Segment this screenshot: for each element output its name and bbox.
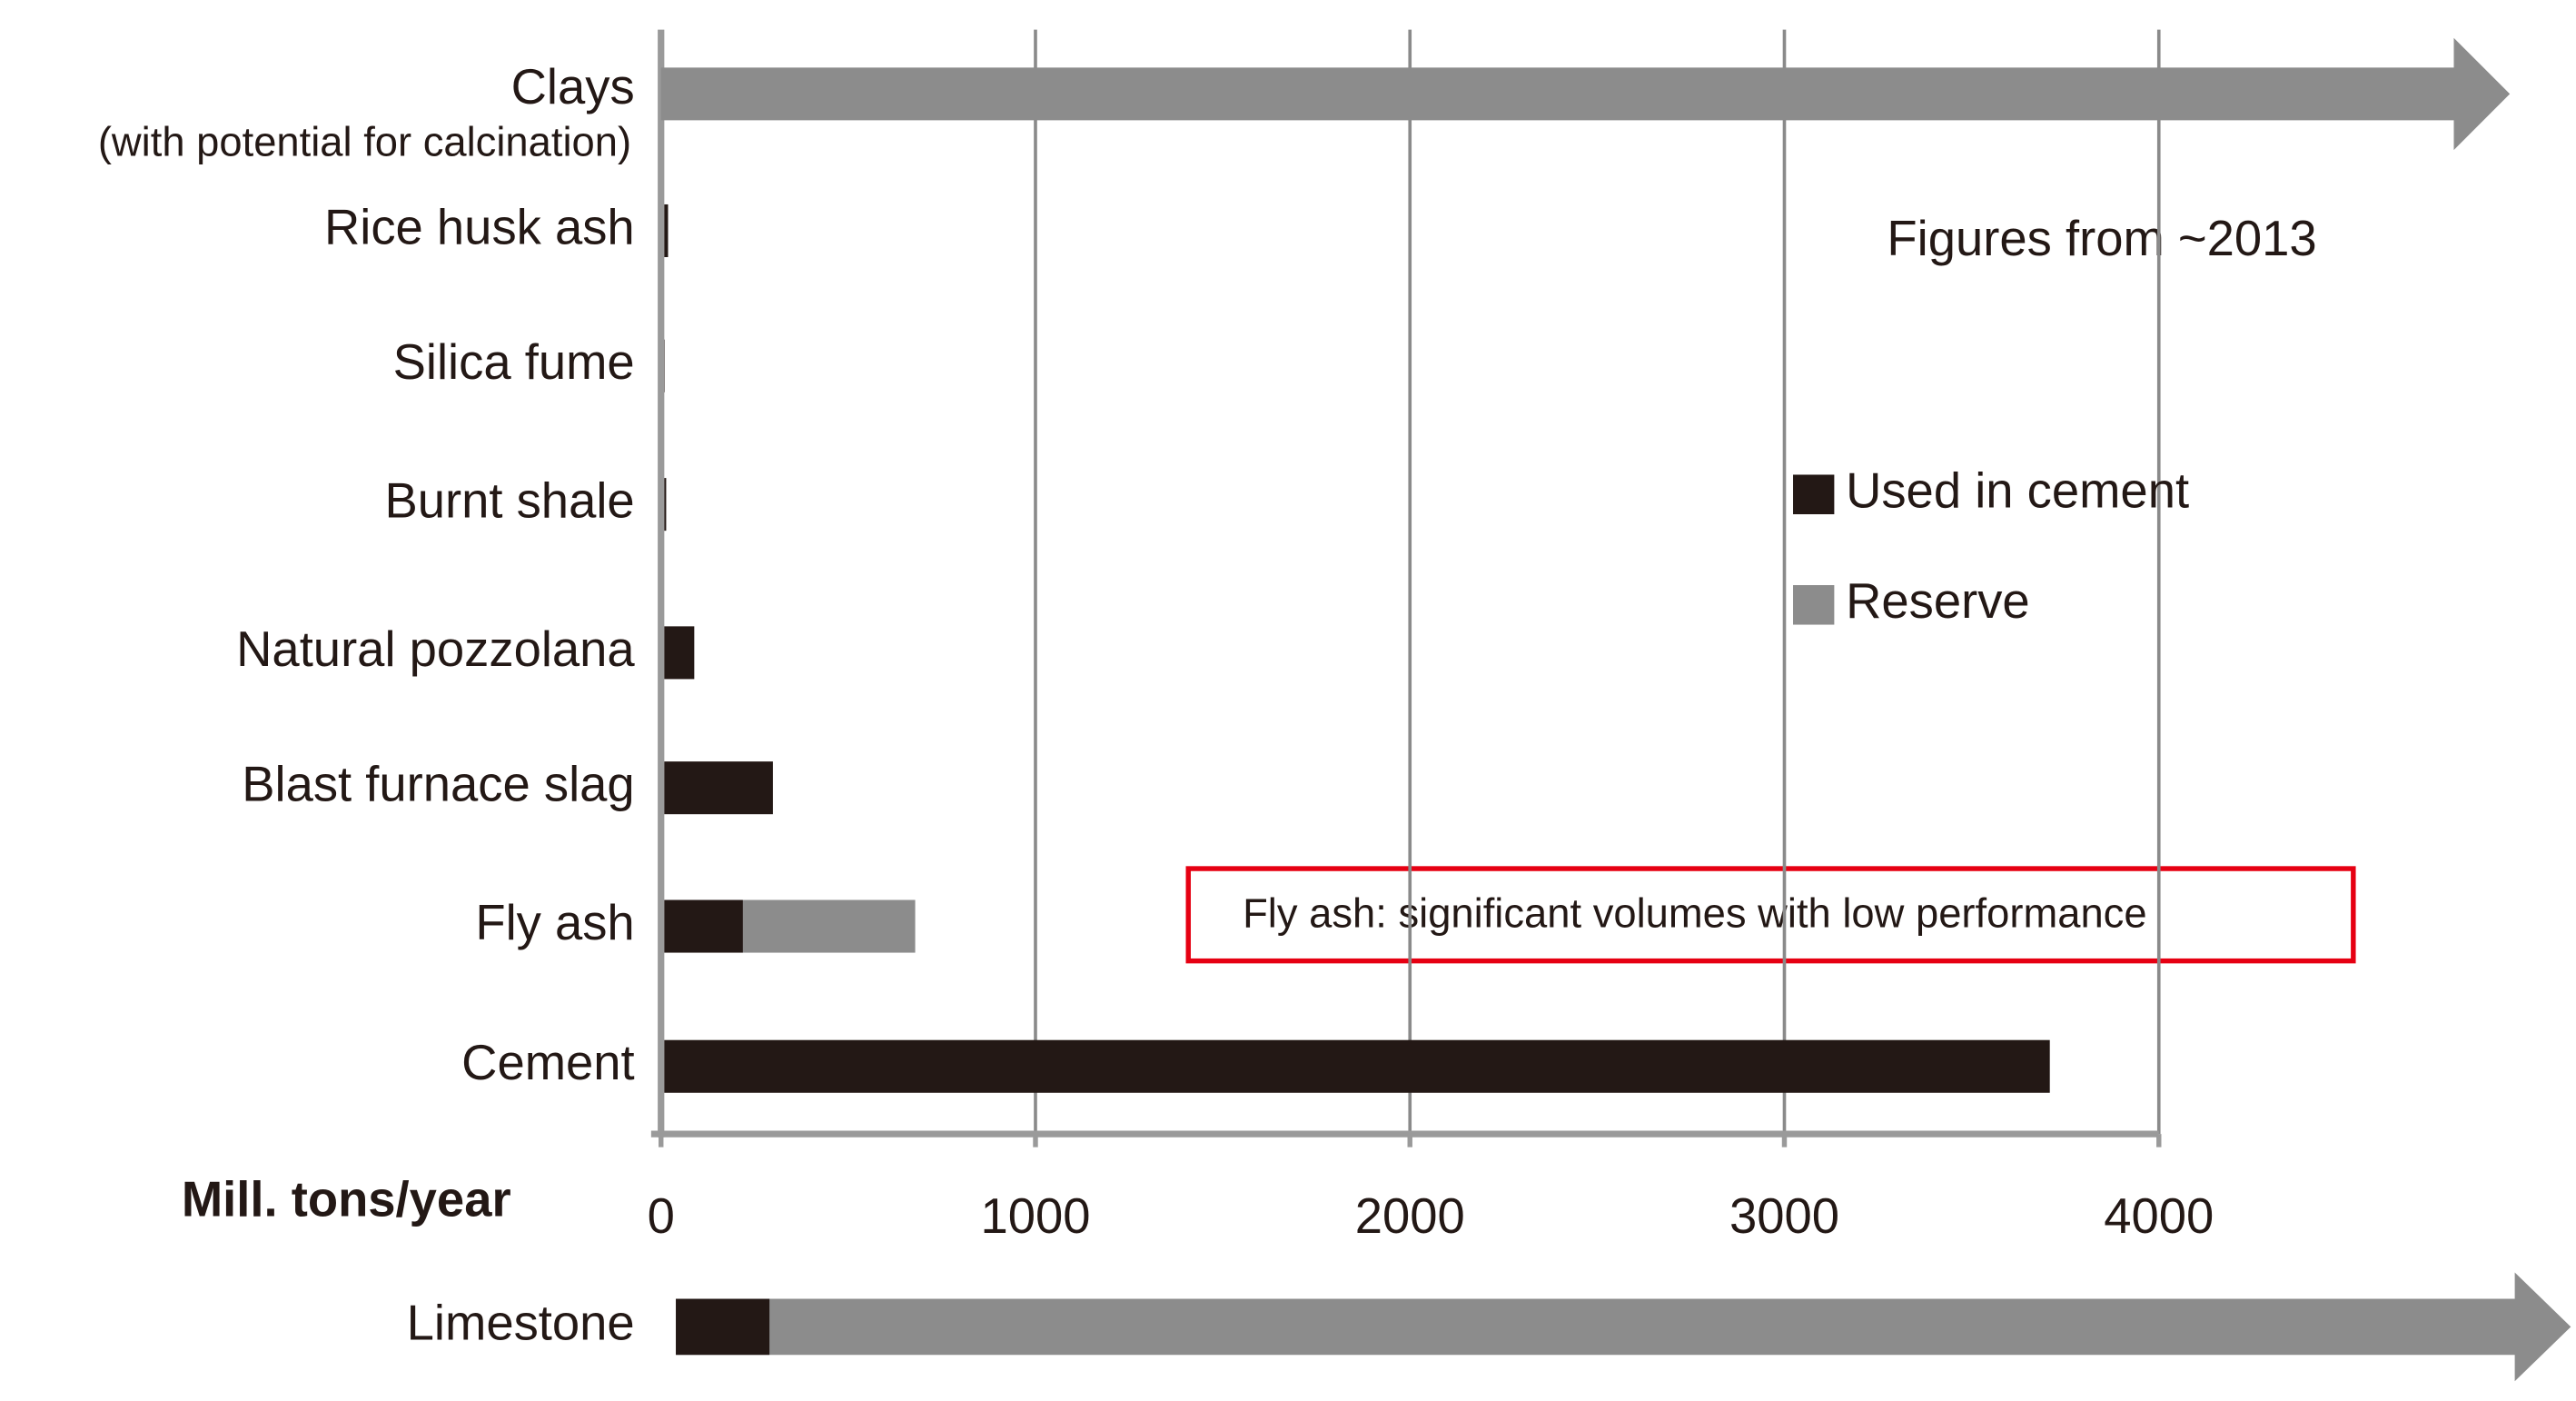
- open-ended-arrow: [660, 37, 2511, 151]
- bar-segment: [664, 478, 667, 532]
- bar-segment: [664, 899, 743, 953]
- x-axis-label: Mill. tons/year: [182, 1172, 511, 1227]
- legend-label: Reserve: [1846, 573, 2030, 629]
- x-tick-label: 1000: [980, 1188, 1090, 1244]
- x-tick-label: 0: [648, 1188, 675, 1244]
- category-label: Clays: [511, 59, 635, 114]
- bar-segment: [676, 1298, 770, 1356]
- category-label: Natural pozzolana: [236, 621, 635, 677]
- legend-swatch: [1793, 474, 1835, 515]
- bar-segment: [742, 899, 916, 953]
- open-ended-arrow: [676, 1272, 2571, 1382]
- bar-segment: [664, 626, 695, 680]
- category-label: Rice husk ash: [324, 199, 635, 254]
- bar-segment: [664, 761, 773, 815]
- legend-swatch: [1793, 585, 1835, 625]
- bar-segment: [664, 1039, 2050, 1093]
- x-tick-label: 4000: [2104, 1188, 2214, 1244]
- legend-label: Used in cement: [1846, 463, 2189, 519]
- x-tick-label: 3000: [1729, 1188, 1839, 1244]
- category-label: Cement: [461, 1035, 635, 1090]
- x-tick-label: 2000: [1355, 1188, 1465, 1244]
- callout-box: [1185, 866, 2356, 964]
- category-label: Silica fume: [393, 334, 635, 390]
- category-label: Limestone: [407, 1296, 635, 1351]
- callout: Fly ash: significant volumes with low pe…: [1243, 890, 2146, 937]
- bar-segment: [664, 204, 669, 258]
- category-label: Fly ash: [475, 895, 634, 950]
- category-label: Blast furnace slag: [242, 757, 634, 812]
- category-subtitle: (with potential for calcination): [98, 119, 631, 165]
- category-label: Burnt shale: [384, 472, 634, 528]
- annotation: Figures from ~2013: [1887, 211, 2316, 266]
